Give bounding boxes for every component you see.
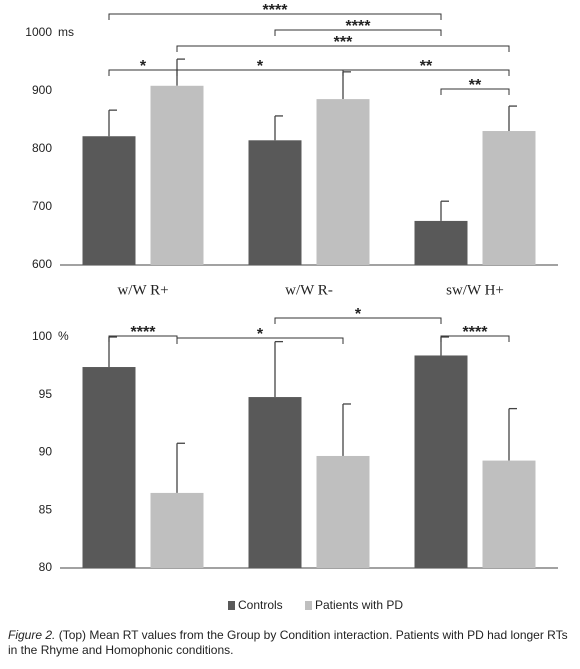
significance-label: ****: [263, 2, 289, 19]
y-unit: %: [58, 329, 69, 343]
significance-bracket: [176, 337, 344, 344]
y-tick-label: 95: [39, 387, 53, 401]
bar: [82, 136, 136, 265]
legend-swatch: [228, 601, 235, 610]
significance-label: *: [257, 58, 264, 75]
y-tick-label: 100: [32, 329, 52, 343]
bar: [414, 220, 468, 265]
bar: [82, 367, 136, 568]
significance-bracket: [440, 88, 510, 95]
y-unit: ms: [58, 25, 74, 39]
legend-label: Controls: [238, 598, 283, 612]
y-tick-label: 90: [39, 445, 53, 459]
significance-bracket: [176, 45, 510, 52]
legend-label: Patients with PD: [315, 598, 403, 612]
bar: [316, 99, 370, 266]
significance-label: *: [257, 326, 264, 343]
significance-bracket: [342, 69, 510, 76]
bar: [414, 355, 468, 568]
significance-label: *: [355, 306, 362, 323]
significance-bracket: [108, 13, 442, 20]
significance-label: ****: [131, 324, 157, 341]
bar: [150, 85, 204, 265]
significance-bracket: [274, 317, 442, 324]
y-tick-label: 900: [32, 83, 52, 97]
significance-label: ****: [463, 324, 489, 341]
legend-swatch: [305, 601, 312, 610]
significance-bracket: [440, 335, 510, 342]
significance-label: ****: [346, 18, 372, 35]
significance-label: ***: [334, 34, 353, 51]
significance-label: **: [420, 58, 433, 75]
bar: [482, 460, 536, 568]
bar: [248, 397, 302, 568]
bar: [248, 140, 302, 265]
caption-label: Figure 2.: [8, 628, 56, 642]
y-tick-label: 600: [32, 257, 52, 271]
y-tick-label: 80: [39, 560, 53, 574]
y-tick-label: 800: [32, 141, 52, 155]
bar: [316, 455, 370, 568]
y-tick-label: 85: [39, 502, 53, 516]
significance-bracket: [274, 29, 442, 36]
bar: [150, 492, 204, 568]
x-tick-label: w/W R-: [285, 282, 333, 298]
y-tick-label: 700: [32, 199, 52, 213]
significance-label: **: [469, 77, 482, 94]
y-tick-label: 1000: [25, 25, 52, 39]
caption-text: (Top) Mean RT values from the Group by C…: [8, 628, 568, 657]
x-tick-label: sw/W H+: [446, 282, 504, 298]
bar: [482, 131, 536, 265]
x-tick-label: w/W R+: [117, 282, 168, 298]
caption: Figure 2. (Top) Mean RT values from the …: [8, 628, 568, 658]
significance-label: *: [140, 58, 147, 75]
